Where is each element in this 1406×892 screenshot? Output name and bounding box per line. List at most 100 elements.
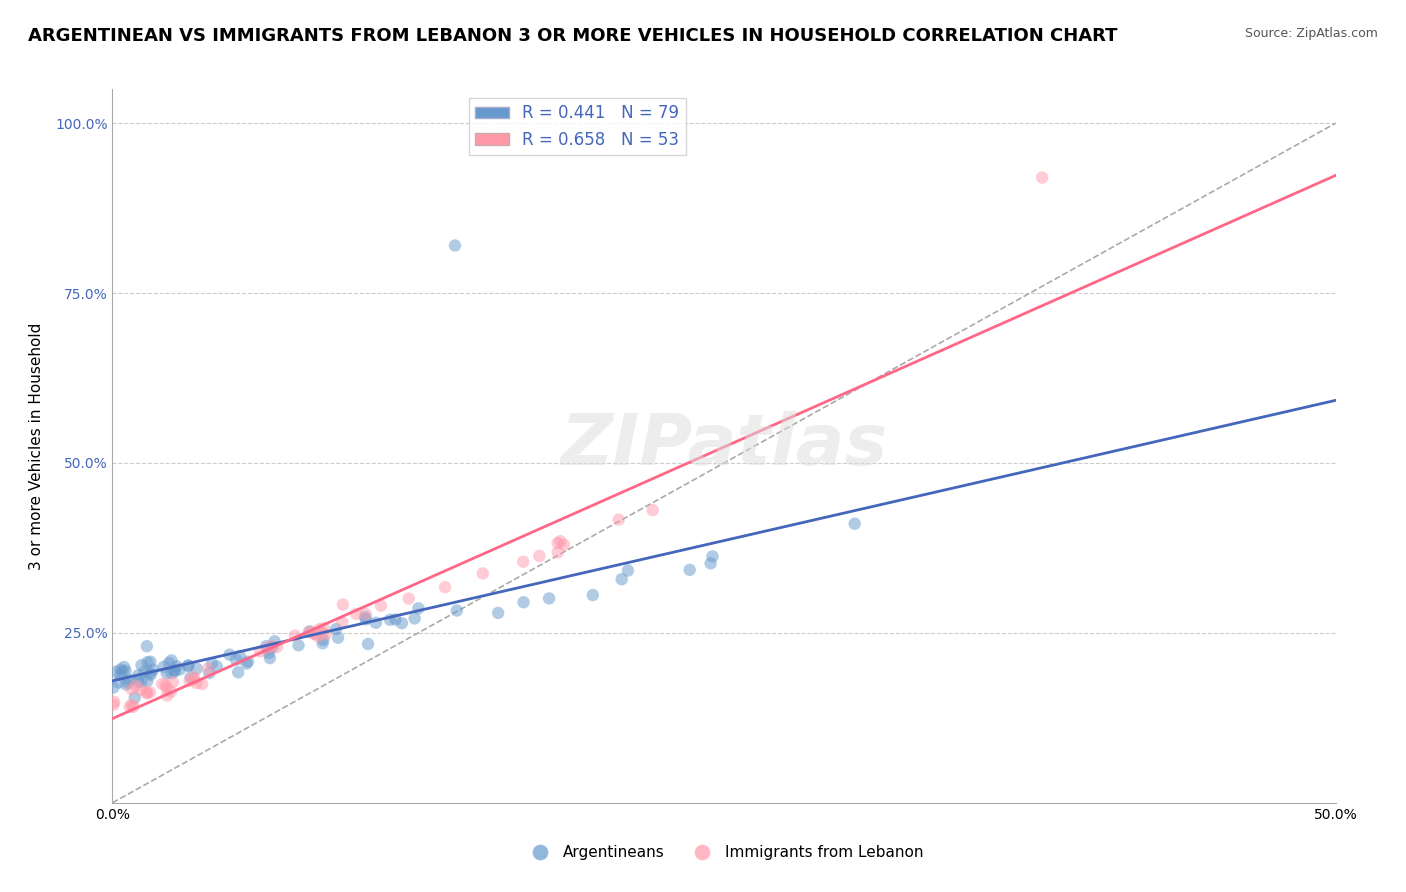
Point	[378, 613, 401, 627]
Y-axis label: 3 or more Vehicles in Household: 3 or more Vehicles in Household	[30, 322, 44, 570]
Point	[111, 665, 134, 679]
Point	[257, 646, 280, 660]
Point	[617, 564, 640, 578]
Point	[398, 591, 420, 606]
Point	[354, 612, 377, 626]
Point	[139, 655, 162, 669]
Point	[408, 601, 430, 615]
Point	[512, 555, 534, 569]
Point	[302, 627, 325, 641]
Point	[131, 675, 153, 690]
Point	[236, 655, 259, 669]
Point	[156, 666, 179, 681]
Point	[434, 580, 457, 594]
Point	[384, 613, 406, 627]
Point	[183, 670, 205, 684]
Point	[121, 682, 143, 697]
Point	[315, 627, 337, 641]
Point	[150, 677, 173, 691]
Point	[118, 700, 141, 714]
Point	[582, 588, 605, 602]
Point	[134, 665, 156, 679]
Point	[699, 557, 721, 571]
Text: ARGENTINEAN VS IMMIGRANTS FROM LEBANON 3 OR MORE VEHICLES IN HOUSEHOLD CORRELATI: ARGENTINEAN VS IMMIGRANTS FROM LEBANON 3…	[28, 27, 1118, 45]
Point	[284, 629, 307, 643]
Point	[131, 682, 153, 697]
Point	[135, 639, 157, 653]
Point	[354, 610, 377, 624]
Point	[266, 640, 288, 655]
Point	[156, 681, 179, 696]
Point	[136, 674, 159, 689]
Point	[547, 545, 569, 559]
Point	[136, 655, 159, 669]
Point	[160, 653, 183, 667]
Point	[249, 644, 271, 658]
Point	[1031, 170, 1053, 185]
Point	[103, 695, 125, 709]
Point	[312, 632, 335, 647]
Text: Source: ZipAtlas.com: Source: ZipAtlas.com	[1244, 27, 1378, 40]
Point	[139, 666, 162, 681]
Point	[229, 648, 252, 663]
Point	[344, 607, 367, 621]
Point	[357, 637, 380, 651]
Point	[186, 662, 208, 676]
Point	[107, 675, 129, 690]
Point	[103, 681, 125, 695]
Point	[225, 653, 247, 667]
Point	[180, 670, 202, 684]
Point	[186, 676, 208, 690]
Point	[391, 616, 413, 631]
Point	[254, 639, 277, 653]
Point	[160, 666, 183, 681]
Point	[287, 638, 309, 652]
Point	[191, 677, 214, 691]
Point	[262, 640, 284, 654]
Point	[512, 595, 534, 609]
Point	[844, 516, 866, 531]
Point	[163, 665, 186, 679]
Point	[179, 673, 201, 688]
Point	[312, 621, 335, 635]
Point	[198, 666, 221, 681]
Point	[122, 699, 145, 714]
Point	[177, 658, 200, 673]
Point	[135, 685, 157, 699]
Point	[444, 238, 467, 252]
Point	[157, 656, 180, 670]
Point	[160, 684, 183, 698]
Point	[257, 642, 280, 657]
Point	[550, 534, 572, 549]
Point	[127, 668, 149, 682]
Point	[641, 503, 664, 517]
Point	[110, 662, 132, 676]
Point	[471, 566, 494, 581]
Point	[103, 698, 125, 712]
Point	[304, 627, 326, 641]
Point	[332, 598, 354, 612]
Point	[201, 657, 224, 671]
Point	[183, 672, 205, 686]
Point	[155, 678, 177, 692]
Point	[257, 641, 280, 656]
Point	[311, 626, 333, 640]
Point	[446, 603, 468, 617]
Point	[105, 665, 128, 679]
Point	[235, 657, 257, 671]
Point	[117, 675, 139, 690]
Point	[679, 563, 702, 577]
Point	[263, 634, 285, 648]
Point	[529, 549, 551, 563]
Point	[553, 538, 575, 552]
Point	[404, 611, 426, 625]
Point	[156, 689, 179, 703]
Point	[226, 665, 249, 680]
Point	[354, 607, 377, 622]
Point	[139, 685, 162, 699]
Point	[326, 631, 349, 645]
Point	[364, 615, 387, 630]
Point	[131, 658, 153, 673]
Point	[197, 662, 219, 676]
Point	[307, 629, 329, 643]
